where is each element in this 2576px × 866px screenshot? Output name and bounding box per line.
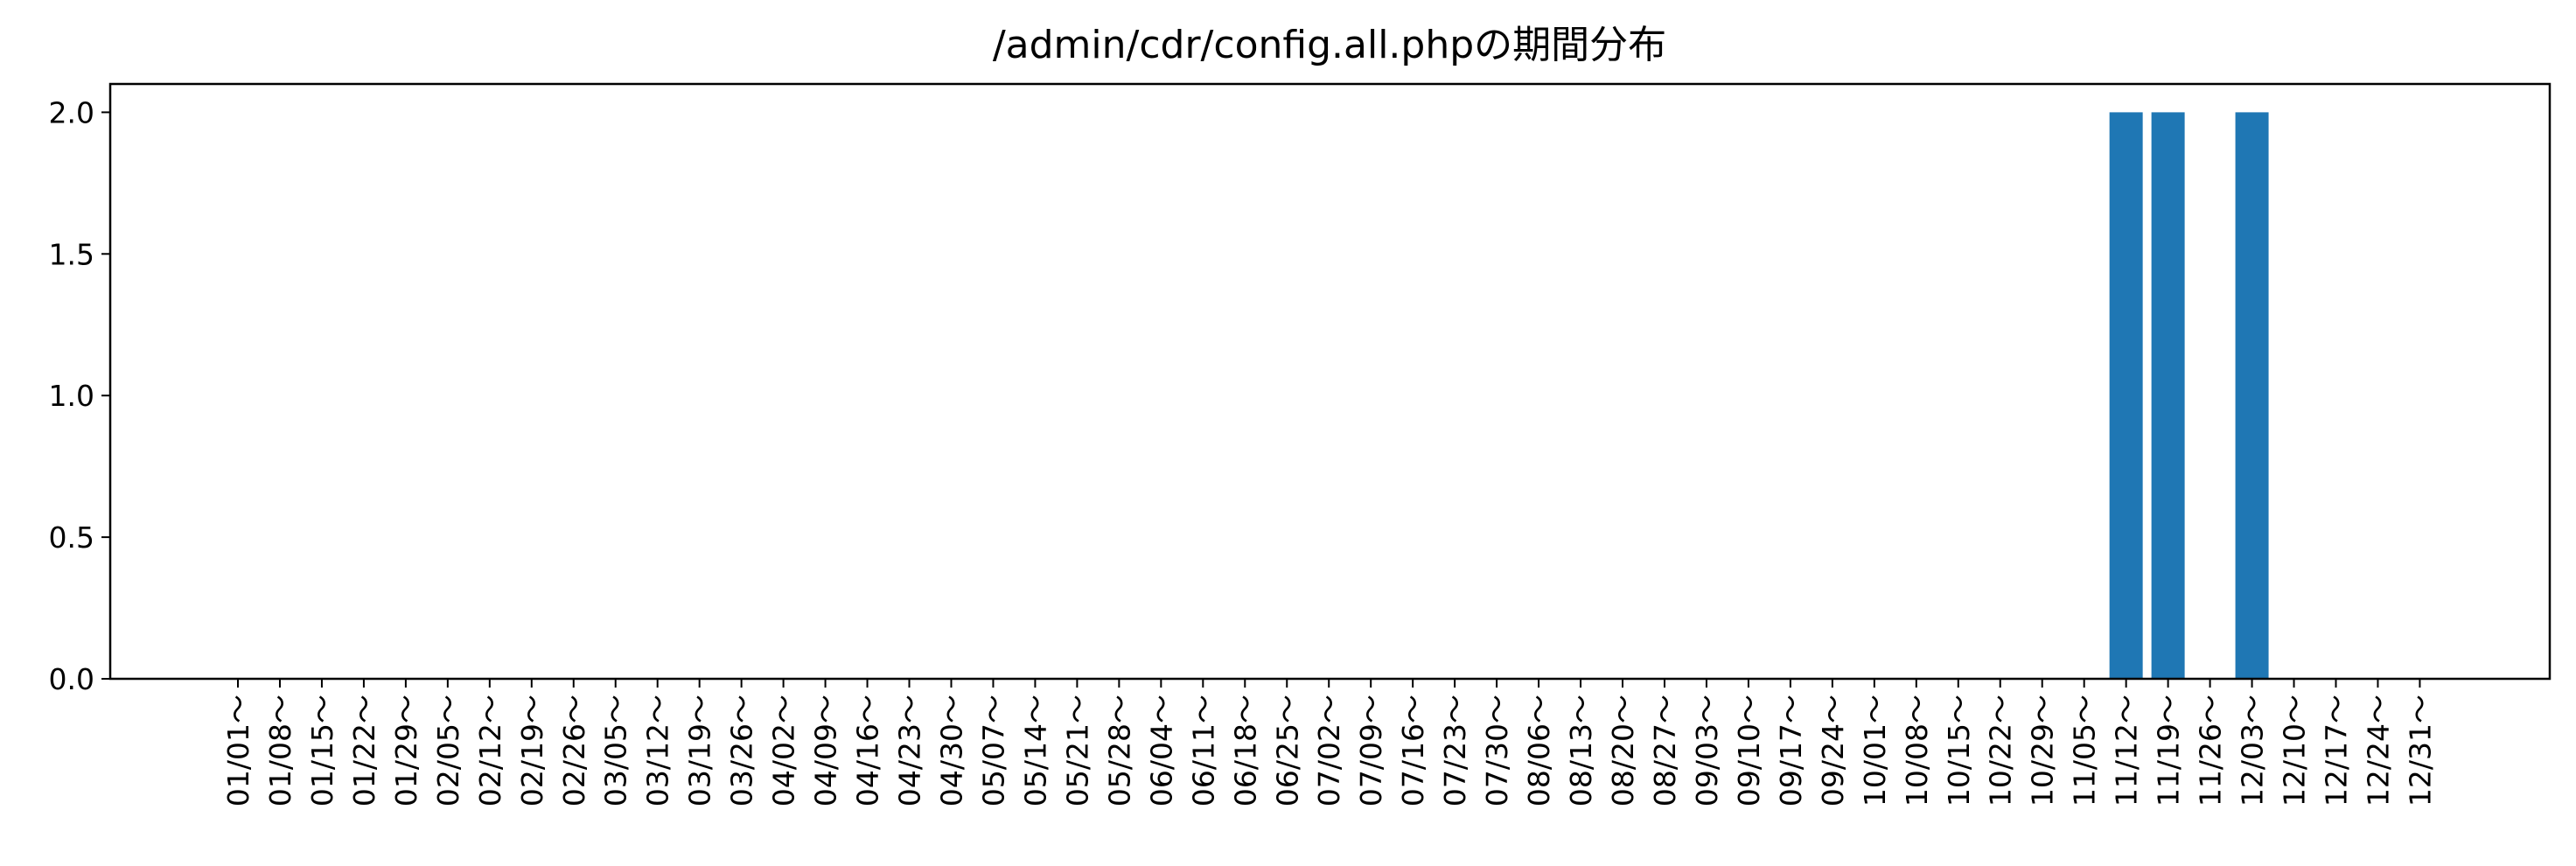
- plot-frame: [108, 82, 2552, 681]
- bar: [2109, 112, 2143, 679]
- x-tick-label: 07/16～: [1396, 695, 1430, 807]
- x-tick-label: 02/12～: [473, 695, 507, 807]
- x-tick-label: 03/19～: [683, 695, 717, 807]
- x-tick-label: 06/04～: [1144, 695, 1178, 807]
- x-tick-label: 03/26～: [725, 695, 759, 807]
- x-tick-label: 01/29～: [389, 695, 423, 807]
- x-tick-label: 10/15～: [1942, 695, 1976, 807]
- x-tick-label: 06/25～: [1270, 695, 1304, 807]
- x-tick-label: 06/18～: [1228, 695, 1262, 807]
- y-tick-label: 1.5: [49, 237, 94, 271]
- x-tick-label: 07/30～: [1480, 695, 1514, 807]
- x-tick-label: 07/09～: [1354, 695, 1388, 807]
- bar: [2151, 112, 2185, 679]
- x-tick-label: 10/01～: [1858, 695, 1892, 807]
- y-tick-label: 2.0: [49, 95, 94, 129]
- x-tick-label: 04/23～: [893, 695, 927, 807]
- y-tick-label: 1.0: [49, 379, 94, 413]
- y-tick-label: 0.5: [49, 520, 94, 555]
- x-tick-label: 08/20～: [1606, 695, 1640, 807]
- x-tick-label: 10/08～: [1900, 695, 1934, 807]
- x-tick-label: 04/02～: [767, 695, 801, 807]
- x-tick-label: 01/08～: [263, 695, 297, 807]
- x-tick-label: 11/05～: [2068, 695, 2102, 807]
- x-tick-label: 09/17～: [1774, 695, 1808, 807]
- x-tick-label: 02/26～: [557, 695, 591, 807]
- chart-title: /admin/cdr/config.all.phpの期間分布: [993, 23, 1666, 67]
- y-tick-label: 0.0: [49, 662, 94, 696]
- x-tick-label: 12/24～: [2361, 695, 2395, 807]
- x-tick-label: 08/06～: [1522, 695, 1556, 807]
- x-tick-label: 10/29～: [2026, 695, 2060, 807]
- x-tick-label: 06/11～: [1186, 695, 1220, 807]
- x-tick-label: 03/05～: [599, 695, 633, 807]
- y-axis: 0.0 0.5 1.0 1.5 2.0: [49, 95, 110, 696]
- x-tick-label: 12/03～: [2236, 695, 2270, 807]
- x-tick-label: 01/15～: [305, 695, 339, 807]
- x-tick-label: 09/24～: [1816, 695, 1850, 807]
- x-tick-label: 08/13～: [1564, 695, 1598, 807]
- x-tick-label: 11/19～: [2152, 695, 2186, 807]
- x-tick-label: 04/16～: [851, 695, 885, 807]
- x-tick-label: 09/03～: [1690, 695, 1724, 807]
- x-tick-label: 01/01～: [221, 695, 255, 807]
- x-axis: 01/01～ 01/08～ 01/15～ 01/22～ 01/29～ 02/05～ 02/1…: [221, 679, 2437, 807]
- x-tick-label: 05/21～: [1060, 695, 1094, 807]
- x-tick-label: 04/09～: [809, 695, 843, 807]
- bars-group: [2109, 112, 2269, 679]
- x-tick-label: 03/12～: [641, 695, 675, 807]
- x-tick-label: 02/19～: [515, 695, 549, 807]
- x-tick-label: 10/22～: [1984, 695, 2018, 807]
- x-tick-label: 01/22～: [347, 695, 381, 807]
- x-tick-label: 08/27～: [1648, 695, 1682, 807]
- bar: [2235, 112, 2269, 679]
- x-tick-label: 09/10～: [1732, 695, 1766, 807]
- x-tick-label: 12/31～: [2403, 695, 2437, 807]
- x-tick-label: 05/07～: [976, 695, 1010, 807]
- x-tick-label: 04/30～: [934, 695, 968, 807]
- x-tick-label: 12/10～: [2278, 695, 2312, 807]
- x-tick-label: 12/17～: [2320, 695, 2354, 807]
- x-tick-label: 07/23～: [1438, 695, 1472, 807]
- x-tick-label: 07/02～: [1312, 695, 1346, 807]
- x-tick-label: 11/26～: [2194, 695, 2228, 807]
- x-tick-label: 05/28～: [1102, 695, 1136, 807]
- x-tick-label: 11/12～: [2110, 695, 2144, 807]
- x-tick-label: 02/05～: [431, 695, 465, 807]
- x-tick-label: 05/14～: [1018, 695, 1052, 807]
